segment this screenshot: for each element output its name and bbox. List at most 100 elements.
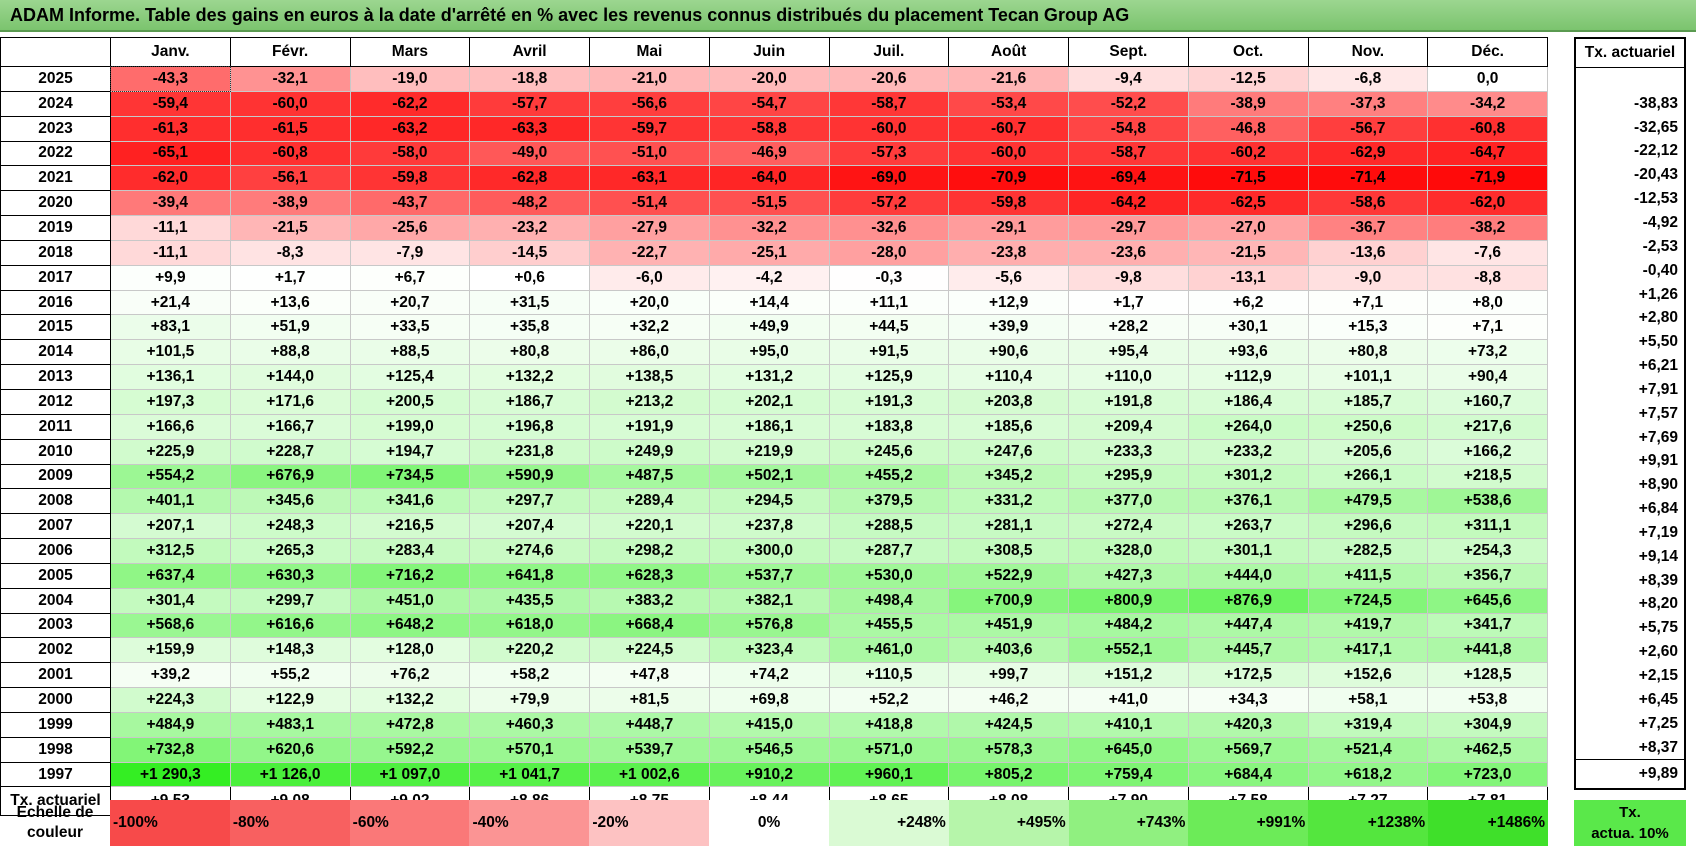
gain-cell[interactable]: +311,1	[1427, 513, 1548, 540]
gain-cell[interactable]: +32,2	[589, 314, 710, 341]
gain-cell[interactable]: +455,5	[828, 612, 950, 639]
gain-cell[interactable]: +74,2	[708, 662, 830, 689]
gain-cell[interactable]: -58,8	[708, 115, 830, 142]
gain-cell[interactable]: +86,0	[589, 339, 710, 366]
gain-cell[interactable]: -46,9	[708, 140, 830, 167]
gain-cell[interactable]: +300,0	[708, 538, 830, 564]
gain-cell[interactable]: +254,3	[1427, 538, 1548, 564]
gain-cell[interactable]: -21,5	[1187, 239, 1309, 266]
gain-cell[interactable]: +39,2	[110, 662, 231, 689]
gain-cell[interactable]: +1 041,7	[469, 761, 590, 788]
gain-cell[interactable]: -0,3	[828, 264, 950, 291]
gain-cell[interactable]: +51,9	[229, 314, 351, 341]
gain-cell[interactable]: +31,5	[469, 289, 590, 316]
gain-cell[interactable]: -8,8	[1427, 264, 1548, 291]
gain-cell[interactable]: +539,7	[589, 736, 710, 763]
gain-cell[interactable]: +1 290,3	[110, 761, 231, 788]
gain-cell[interactable]: +28,2	[1068, 314, 1189, 341]
gain-cell[interactable]: +283,4	[349, 538, 471, 564]
gain-cell[interactable]: -59,8	[349, 165, 471, 192]
gain-cell[interactable]: +197,3	[110, 388, 231, 415]
gain-cell[interactable]: +218,5	[1427, 463, 1548, 490]
gain-cell[interactable]: +34,3	[1187, 687, 1309, 713]
gain-cell[interactable]: +209,4	[1068, 413, 1189, 440]
gain-cell[interactable]: +641,8	[469, 562, 590, 589]
gain-cell[interactable]: +6,7	[349, 264, 471, 291]
gain-cell[interactable]: +35,8	[469, 314, 590, 341]
gain-cell[interactable]: +263,7	[1187, 513, 1309, 540]
gain-cell[interactable]: +383,2	[589, 587, 710, 614]
gain-cell[interactable]: +90,6	[948, 339, 1069, 366]
gain-cell[interactable]: +13,6	[229, 289, 351, 316]
gain-cell[interactable]: -60,2	[1187, 140, 1309, 167]
gain-cell[interactable]: -7,9	[349, 239, 471, 266]
gain-cell[interactable]: +73,2	[1427, 339, 1548, 366]
gain-cell[interactable]: +81,5	[589, 687, 710, 713]
gain-cell[interactable]: -58,0	[349, 140, 471, 167]
gain-cell[interactable]: +166,7	[229, 413, 351, 440]
gain-cell[interactable]: +125,4	[349, 364, 471, 390]
gain-cell[interactable]: +676,9	[229, 463, 351, 490]
gain-cell[interactable]: -20,0	[708, 66, 830, 92]
gain-cell[interactable]: +12,9	[948, 289, 1069, 316]
gain-cell[interactable]: +876,9	[1187, 587, 1309, 614]
gain-cell[interactable]: +41,0	[1068, 687, 1189, 713]
gain-cell[interactable]: +247,6	[948, 438, 1069, 465]
gain-cell[interactable]: +424,5	[948, 711, 1069, 738]
gain-cell[interactable]: +101,1	[1307, 364, 1429, 390]
gain-cell[interactable]: +272,4	[1068, 513, 1189, 540]
gain-cell[interactable]: +166,6	[110, 413, 231, 440]
gain-cell[interactable]: -56,1	[229, 165, 351, 192]
gain-cell[interactable]: +960,1	[828, 761, 950, 788]
gain-cell[interactable]: +237,8	[708, 513, 830, 540]
gain-cell[interactable]: +91,5	[828, 339, 950, 366]
gain-cell[interactable]: -9,4	[1068, 66, 1189, 92]
gain-cell[interactable]: +128,0	[349, 637, 471, 664]
gain-cell[interactable]: -25,1	[708, 239, 830, 266]
gain-cell[interactable]: +382,1	[708, 587, 830, 614]
gain-cell[interactable]: +160,7	[1427, 388, 1548, 415]
gain-cell[interactable]: +248,3	[229, 513, 351, 540]
gain-cell[interactable]: +93,6	[1187, 339, 1309, 366]
gain-cell[interactable]: +191,9	[589, 413, 710, 440]
gain-cell[interactable]: +233,3	[1068, 438, 1189, 465]
gain-cell[interactable]: +648,2	[349, 612, 471, 639]
gain-cell[interactable]: +122,9	[229, 687, 351, 713]
gain-cell[interactable]: +144,0	[229, 364, 351, 390]
gain-cell[interactable]: +759,4	[1068, 761, 1189, 788]
gain-cell[interactable]: -59,7	[589, 115, 710, 142]
gain-cell[interactable]: +274,6	[469, 538, 590, 564]
gain-cell[interactable]: +578,3	[948, 736, 1069, 763]
gain-cell[interactable]: +590,9	[469, 463, 590, 490]
gain-cell[interactable]: +410,1	[1068, 711, 1189, 738]
gain-cell[interactable]: +266,1	[1307, 463, 1429, 490]
gain-cell[interactable]: +9,9	[110, 264, 231, 291]
gain-cell[interactable]: +20,0	[589, 289, 710, 316]
gain-cell[interactable]: +420,3	[1187, 711, 1309, 738]
gain-cell[interactable]: 0,0	[1427, 66, 1548, 92]
gain-cell[interactable]: -51,0	[589, 140, 710, 167]
gain-cell[interactable]: -62,2	[349, 90, 471, 117]
gain-cell[interactable]: +200,5	[349, 388, 471, 415]
gain-cell[interactable]: -27,0	[1187, 215, 1309, 241]
gain-cell[interactable]: -11,1	[110, 215, 231, 241]
gain-cell[interactable]: +297,7	[469, 488, 590, 515]
gain-cell[interactable]: +289,4	[589, 488, 710, 515]
gain-cell[interactable]: -58,7	[1068, 140, 1189, 167]
gain-cell[interactable]: -29,1	[948, 215, 1069, 241]
gain-cell[interactable]: +451,0	[349, 587, 471, 614]
gain-cell[interactable]: -54,8	[1068, 115, 1189, 142]
gain-cell[interactable]: -32,2	[708, 215, 830, 241]
gain-cell[interactable]: +312,5	[110, 538, 231, 564]
gain-cell[interactable]: -61,3	[110, 115, 231, 142]
gain-cell[interactable]: -51,5	[708, 190, 830, 217]
gain-cell[interactable]: -34,2	[1427, 90, 1548, 117]
gain-cell[interactable]: +53,8	[1427, 687, 1548, 713]
gain-cell[interactable]: -65,1	[110, 140, 231, 167]
gain-cell[interactable]: +319,4	[1307, 711, 1429, 738]
gain-cell[interactable]: -27,9	[589, 215, 710, 241]
gain-cell[interactable]: -69,4	[1068, 165, 1189, 192]
gain-cell[interactable]: +472,8	[349, 711, 471, 738]
gain-cell[interactable]: -22,7	[589, 239, 710, 266]
gain-cell[interactable]: +52,2	[828, 687, 950, 713]
